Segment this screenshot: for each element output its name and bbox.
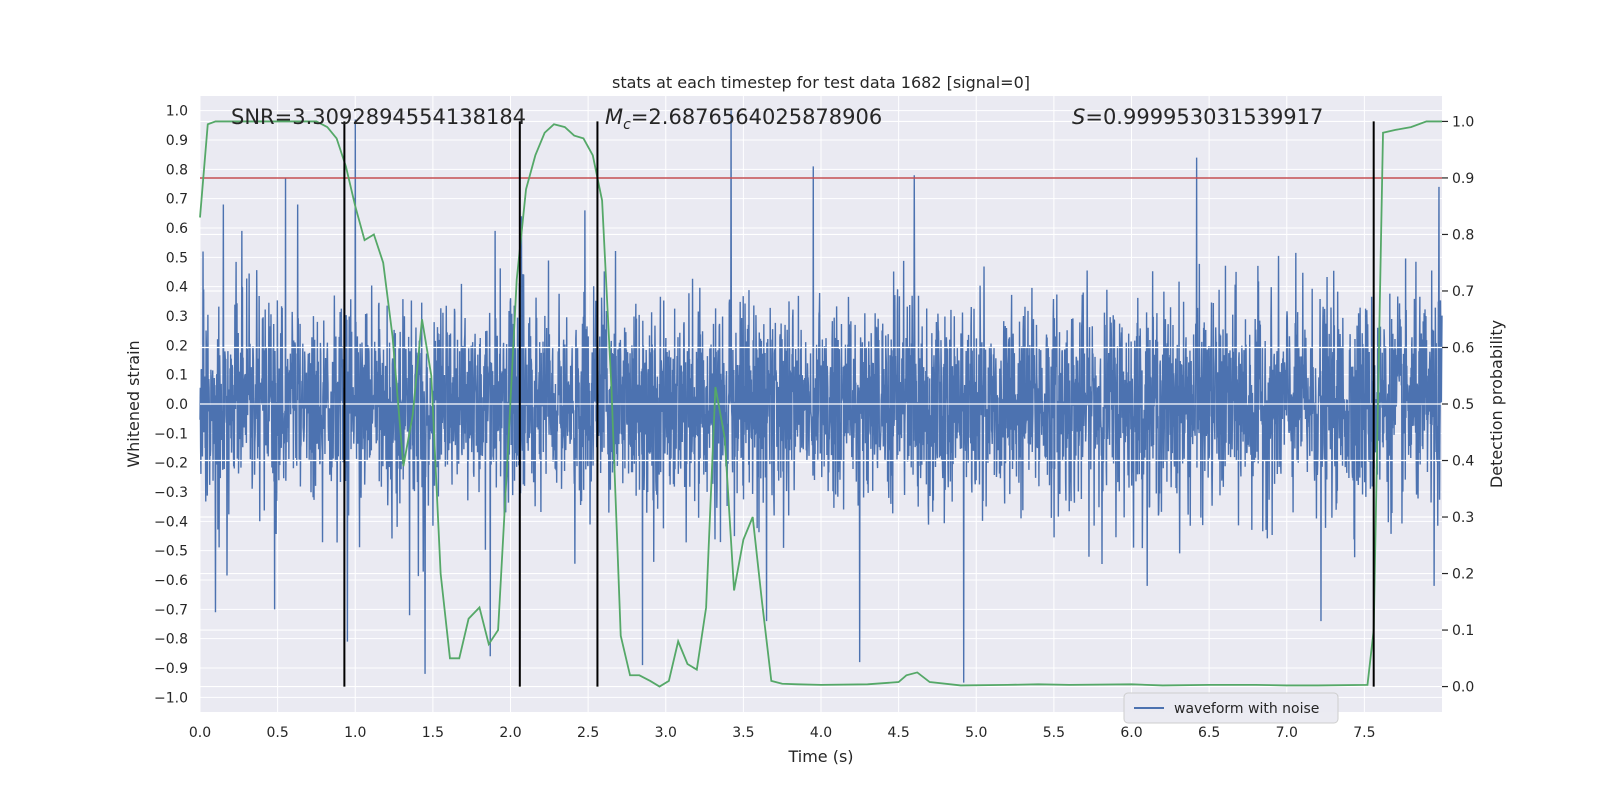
y-tick-label: 0.8 bbox=[166, 162, 188, 178]
y-axis-label: Whitened strain bbox=[124, 340, 143, 467]
y-tick-label: 0.6 bbox=[166, 221, 188, 237]
y2-axis-label: Detection probability bbox=[1487, 320, 1506, 488]
x-tick-label: 4.5 bbox=[887, 725, 909, 741]
x-tick-label: 6.5 bbox=[1198, 725, 1220, 741]
y-tick-label: −0.2 bbox=[154, 456, 188, 472]
x-tick-label: 3.5 bbox=[732, 725, 754, 741]
y2-tick-label: 0.4 bbox=[1452, 454, 1474, 470]
y-tick-label: 0.5 bbox=[166, 250, 188, 266]
y2-tick-label: 1.0 bbox=[1452, 114, 1474, 130]
y2-tick-label: 0.5 bbox=[1452, 397, 1474, 413]
x-tick-label: 5.5 bbox=[1043, 725, 1065, 741]
y2-tick-label: 0.1 bbox=[1452, 623, 1474, 639]
x-tick-label: 0.0 bbox=[189, 725, 211, 741]
y-tick-label: 0.0 bbox=[166, 397, 188, 413]
x-tick-label: 0.5 bbox=[266, 725, 288, 741]
x-tick-label: 2.5 bbox=[577, 725, 599, 741]
snr-annotation: SNR=3.3092894554138184 bbox=[231, 105, 526, 129]
y-tick-label: −0.6 bbox=[154, 573, 188, 589]
y-tick-label: −1.0 bbox=[154, 690, 188, 706]
x-tick-label: 7.0 bbox=[1276, 725, 1298, 741]
y-tick-label: 1.0 bbox=[166, 104, 188, 120]
x-tick-label: 2.0 bbox=[499, 725, 521, 741]
y-tick-label: −0.8 bbox=[154, 632, 188, 648]
x-tick-label: 3.0 bbox=[655, 725, 677, 741]
y2-axis-ticks: 0.0 0.1 0.2 0.3 0.4 0.5 0.6 0.7 0.8 0.9 1.0 bbox=[1442, 114, 1474, 696]
y-tick-label: 0.9 bbox=[166, 133, 188, 149]
y-tick-label: −0.4 bbox=[154, 514, 188, 530]
probability-line bbox=[199, 120, 1442, 688]
y-tick-label: 0.4 bbox=[166, 280, 188, 296]
chart-title: stats at each timestep for test data 168… bbox=[612, 73, 1030, 92]
s-annotation: S=0.999953031539917 bbox=[1072, 105, 1323, 129]
series-waveform-with-noise bbox=[199, 110, 1443, 683]
y-tick-label: 0.1 bbox=[166, 368, 188, 384]
y-tick-label: −0.1 bbox=[154, 426, 188, 442]
y2-tick-label: 0.0 bbox=[1452, 680, 1474, 696]
vertical-markers bbox=[343, 121, 1375, 687]
y-tick-label: −0.5 bbox=[154, 544, 188, 560]
y2-tick-label: 0.6 bbox=[1452, 340, 1474, 356]
y-tick-label: 0.2 bbox=[166, 338, 188, 354]
x-tick-label: 4.0 bbox=[810, 725, 832, 741]
mc-annotation: Mc=2.6876564025878906 bbox=[605, 105, 882, 133]
y2-tick-label: 0.3 bbox=[1452, 510, 1474, 526]
y-tick-label: −0.7 bbox=[154, 602, 188, 618]
y-tick-label: −0.3 bbox=[154, 485, 188, 501]
y2-tick-label: 0.7 bbox=[1452, 284, 1474, 300]
x-tick-label: 6.0 bbox=[1120, 725, 1142, 741]
legend-box bbox=[1123, 692, 1339, 724]
y2-tick-label: 0.9 bbox=[1452, 171, 1474, 187]
y2-tick-label: 0.8 bbox=[1452, 227, 1474, 243]
noise-waveform-line bbox=[199, 110, 1443, 683]
y-tick-label: 0.7 bbox=[166, 192, 188, 208]
y2-tick-label: 0.2 bbox=[1452, 567, 1474, 583]
y-tick-label: −0.9 bbox=[154, 661, 188, 677]
legend: waveform with noise bbox=[1123, 692, 1339, 724]
x-tick-label: 7.5 bbox=[1353, 725, 1375, 741]
x-axis-ticks: 0.0 0.5 1.0 1.5 2.0 2.5 3.0 3.5 4.0 4.5 5.0 5.5 6.0 6… bbox=[189, 725, 1376, 741]
series-detection-probability bbox=[199, 120, 1442, 688]
y-axis-ticks: −1.0 −0.9 −0.8 −0.7 −0.6 −0.5 −0.4 −0.3 −0.2 −0.1… bbox=[154, 104, 188, 707]
x-tick-label: 5.0 bbox=[965, 725, 987, 741]
y-tick-label: 0.3 bbox=[166, 309, 188, 325]
x-axis-label: Time (s) bbox=[787, 747, 853, 766]
x-tick-label: 1.5 bbox=[422, 725, 444, 741]
x-tick-label: 1.0 bbox=[344, 725, 366, 741]
legend-label: waveform with noise bbox=[1174, 701, 1319, 717]
